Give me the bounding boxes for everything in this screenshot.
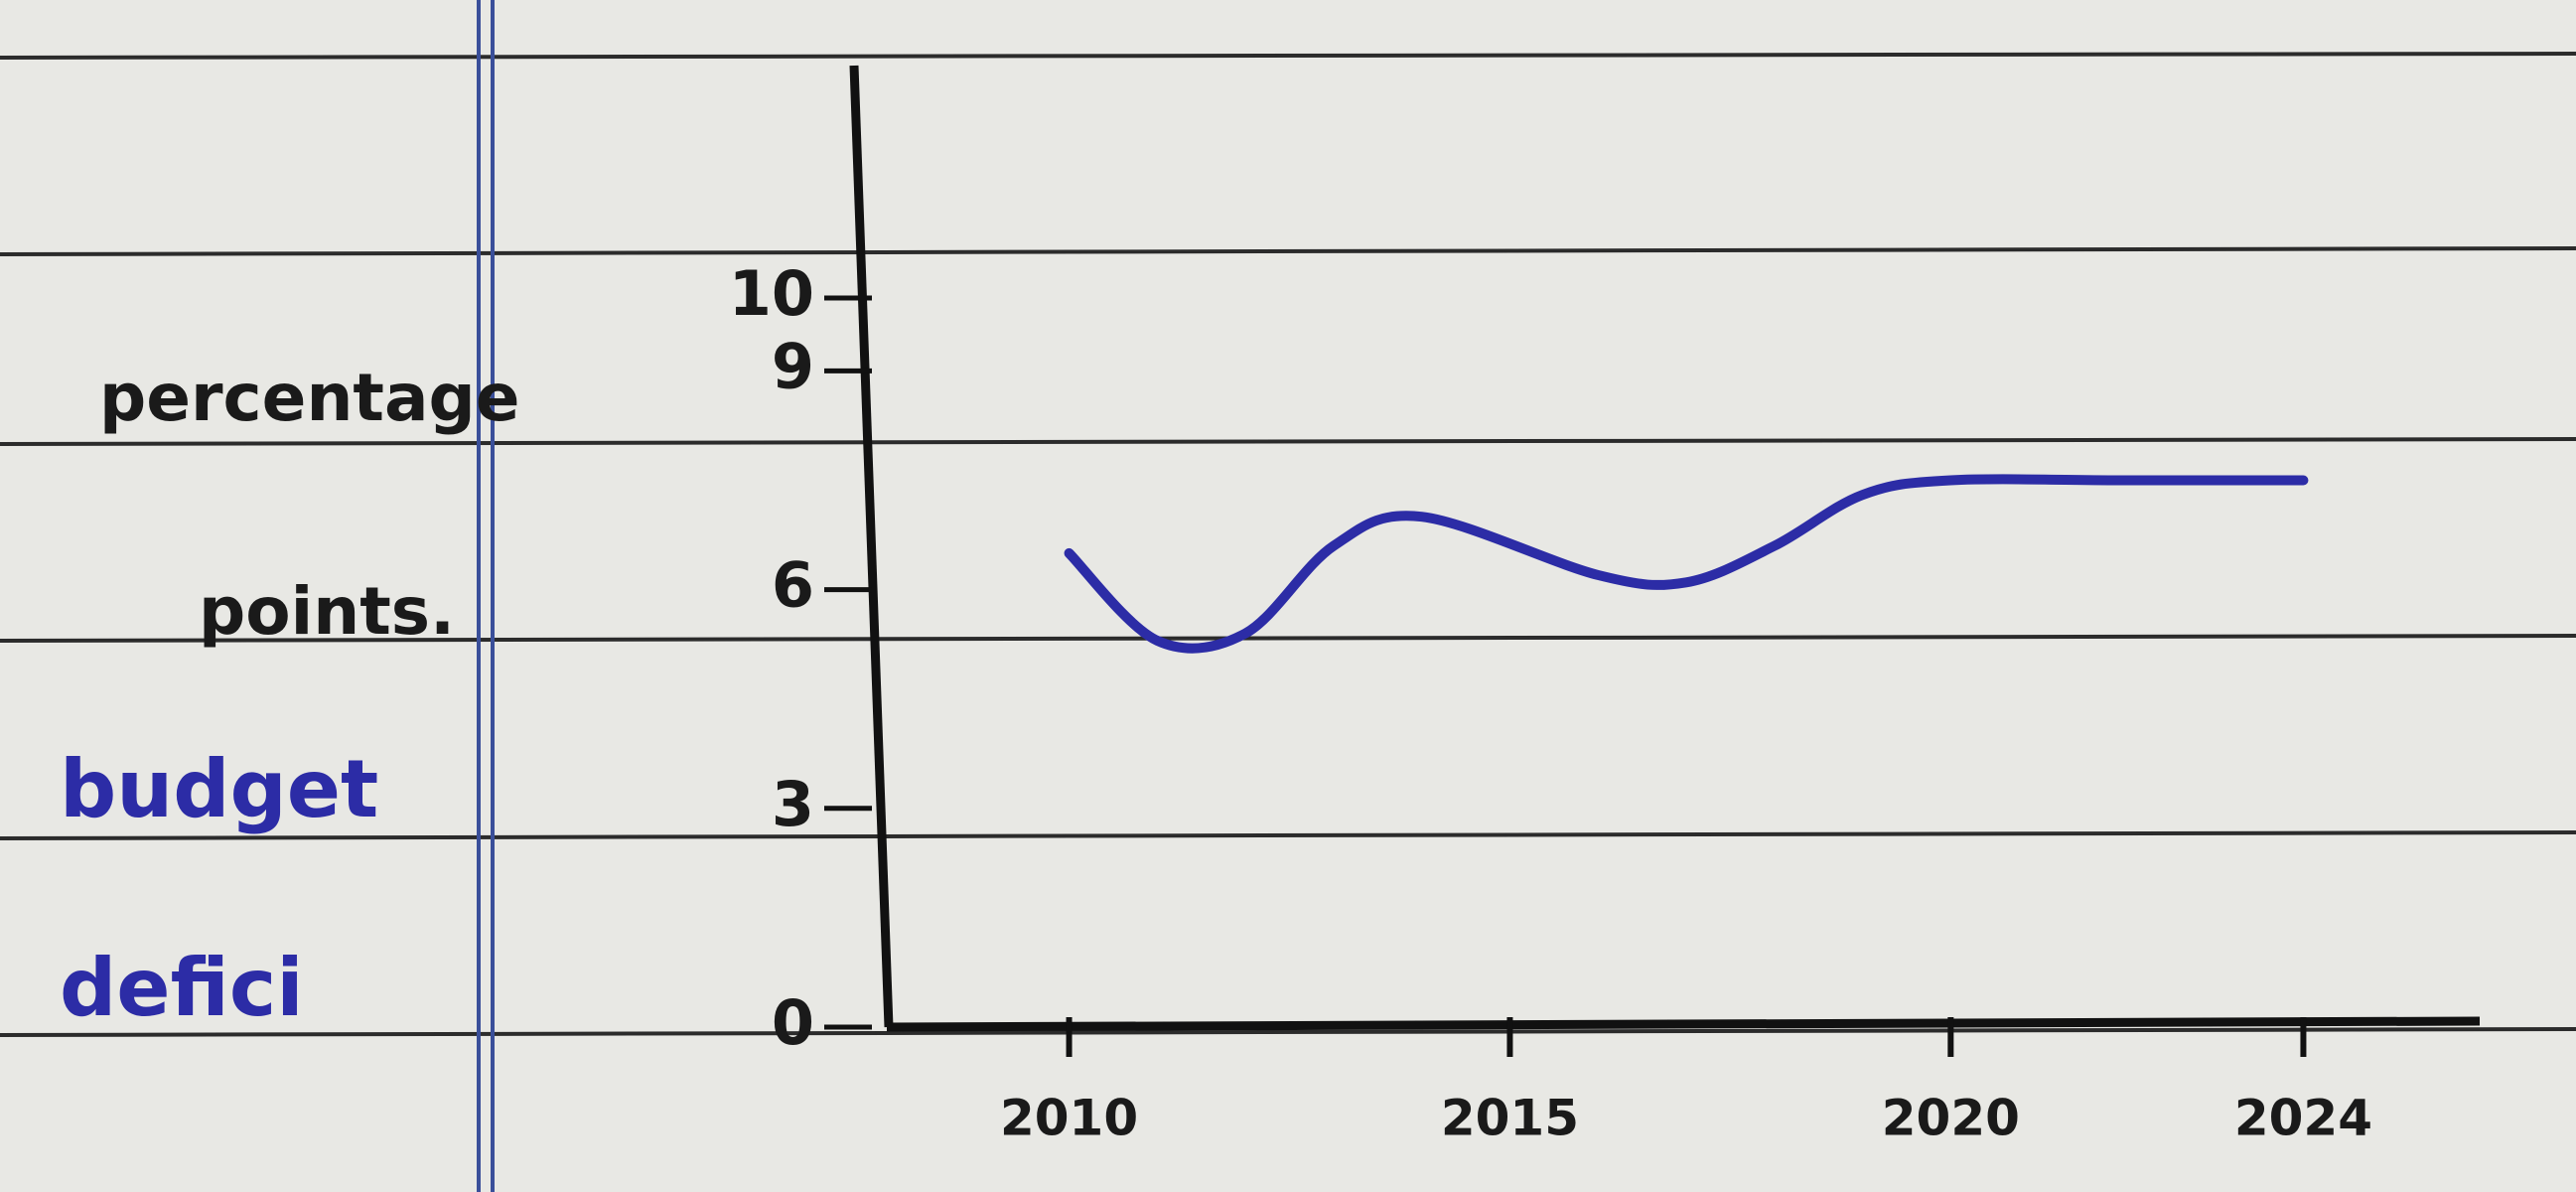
ruled-line [0, 52, 2576, 60]
ruled-line [0, 830, 2576, 840]
y-axis [849, 65, 894, 1028]
x-tick-label: 2024 [2234, 1090, 2372, 1147]
y-tick-label: 3 [772, 768, 814, 840]
x-axis [886, 1016, 2481, 1032]
y-tick-label: 6 [772, 549, 814, 622]
x-tick-label: 2015 [1441, 1090, 1579, 1147]
x-tick-label: 2020 [1882, 1090, 2020, 1147]
y-axis-label: points. [199, 573, 455, 650]
y-axis-label-blue: budget [60, 743, 378, 835]
data-line [1064, 474, 2309, 654]
y-tick-label: 10 [729, 257, 814, 330]
y-axis-label-blue: defici [60, 942, 304, 1034]
y-tick-label: 0 [772, 986, 814, 1059]
y-tick-label: 9 [772, 330, 814, 402]
ruled-line [0, 1027, 2576, 1037]
ruled-line [0, 634, 2576, 643]
x-tick-label: 2010 [1000, 1090, 1138, 1147]
ruled-line [0, 437, 2576, 446]
y-axis-label: percentage [99, 360, 520, 436]
ruled-line [0, 246, 2576, 256]
